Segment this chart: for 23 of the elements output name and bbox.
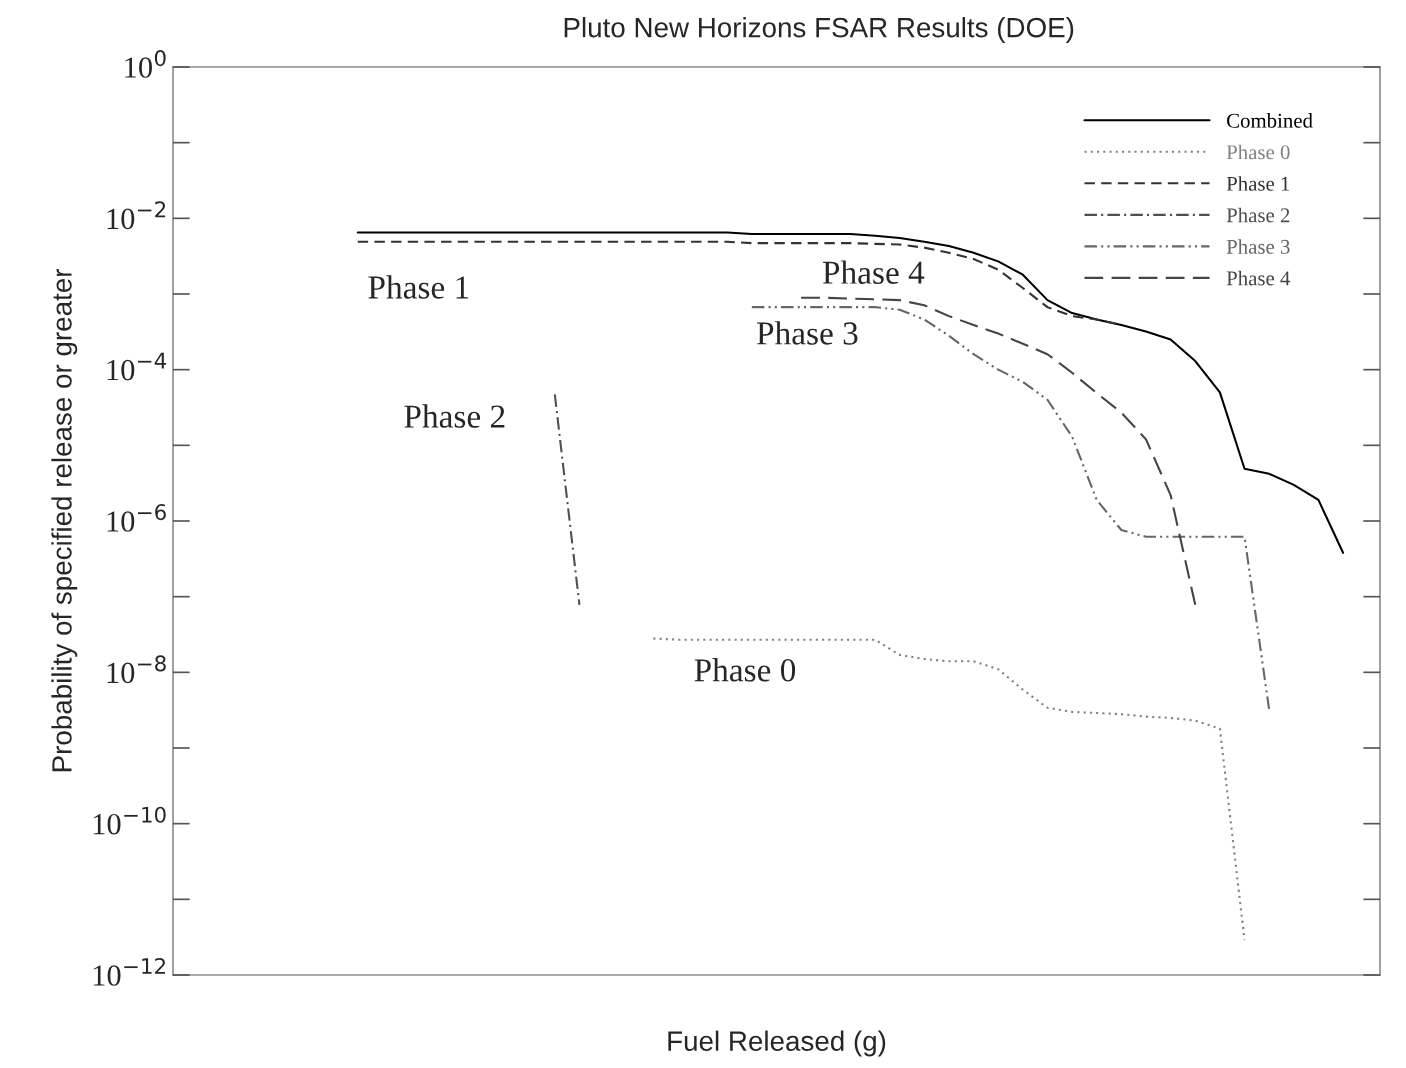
y-tick-label: 10$^{−2}$	[107, 201, 166, 230]
y-tick-label: 10$^{−12}$	[93, 958, 165, 986]
x-axis-title: Fuel Released (g)	[668, 1030, 886, 1057]
annotation: Phase 2	[404, 404, 505, 428]
y-tick-label: 10$^{−4}$	[107, 352, 167, 381]
annotation: Phase 4	[822, 260, 925, 284]
annotation: Phase 3	[757, 321, 858, 345]
line-series	[356, 231, 1345, 554]
text: Combined	[1227, 113, 1313, 128]
text: Phase 2	[1226, 207, 1290, 223]
y-tick-label: 10$^{0}$	[125, 50, 166, 78]
text: Phase 0	[1226, 144, 1290, 160]
line-series	[652, 637, 1246, 942]
text: Phase 4	[1226, 270, 1291, 286]
y-tick-label: 10$^{−8}$	[107, 655, 166, 684]
y-tick-label: 10$^{−6}$	[107, 504, 166, 532]
text: Phase 1	[1226, 176, 1290, 191]
y-axis-title: Probability of specified release or greater	[51, 269, 78, 772]
chart-title: Pluto New Horizons FSAR Results (DOE)	[564, 17, 1074, 43]
y-tick-label: 10$^{−10}$	[93, 806, 166, 835]
annotation: Phase 1	[368, 275, 469, 299]
annotation: Phase 0	[694, 658, 796, 682]
text: Phase 3	[1226, 239, 1290, 254]
